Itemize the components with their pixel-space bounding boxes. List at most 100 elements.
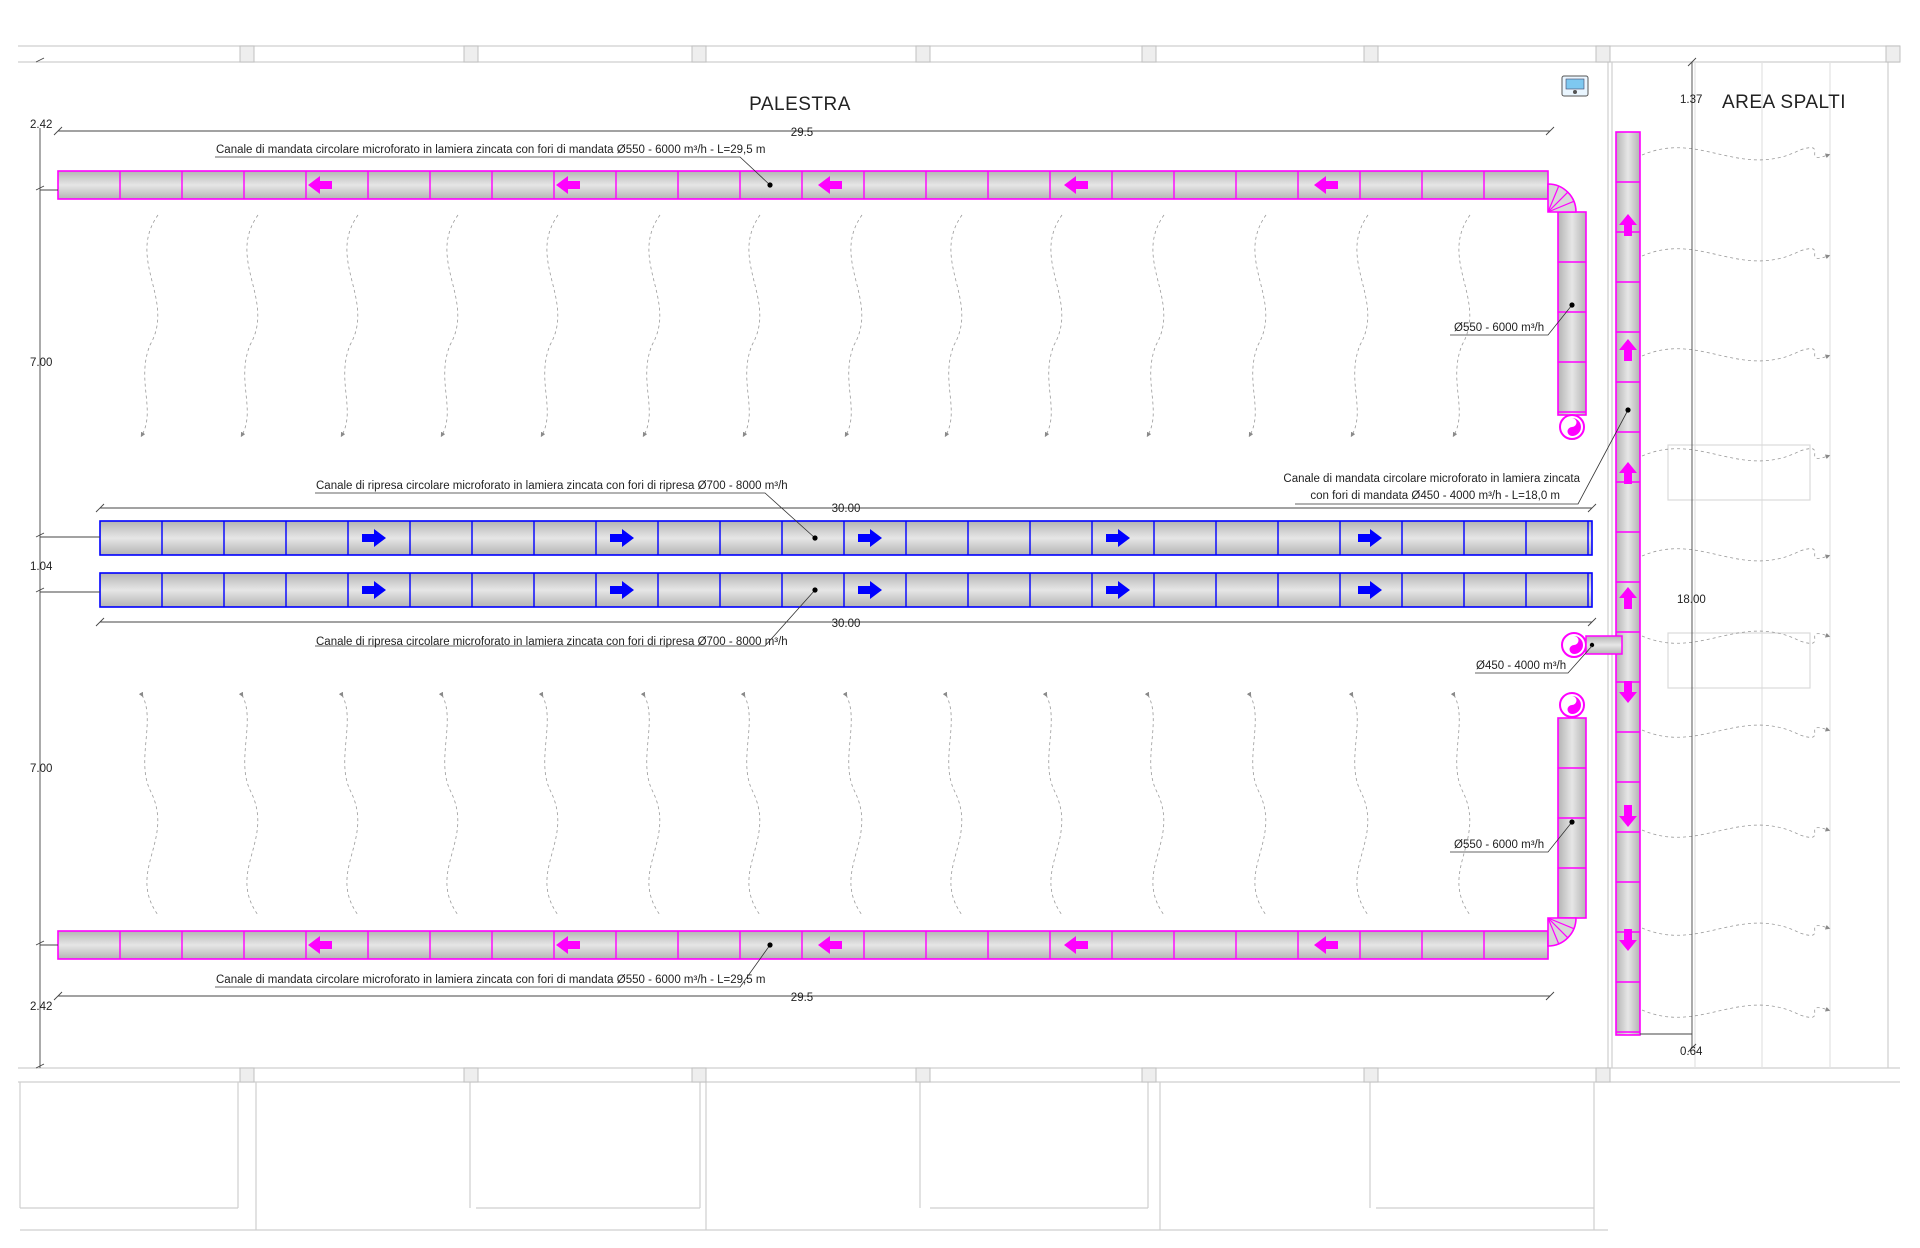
airflow-traces — [138, 147, 1831, 1018]
arrow-left-icon — [308, 936, 332, 954]
arrow-left-icon — [1314, 936, 1338, 954]
note-branch-top: Ø550 - 6000 m³/h — [1454, 322, 1544, 334]
fan-icon — [1559, 414, 1585, 440]
airflow-trace — [1641, 922, 1831, 936]
dim-top-margin: 2.42 — [30, 119, 52, 131]
note-return-bottom: Canale di ripresa circolare microforato … — [316, 636, 788, 648]
arrow-up-icon — [1619, 462, 1637, 484]
airflow-trace — [1450, 691, 1471, 916]
airflow-trace — [1641, 1004, 1831, 1018]
airflow-trace — [1042, 691, 1063, 916]
supply-branch-bottom — [1557, 717, 1587, 919]
airflow-trace — [1144, 691, 1165, 916]
dim-return-length-bottom: 30.00 — [832, 618, 861, 630]
airflow-trace — [742, 214, 761, 438]
room-label-palestra: PALESTRA — [749, 94, 851, 115]
dim-riser-offset-top: 1.37 — [1680, 94, 1702, 106]
airflow-trace — [1350, 214, 1369, 438]
arrow-down-icon — [1619, 805, 1637, 827]
fan-icon — [1561, 632, 1587, 658]
fan-icon — [1559, 692, 1585, 718]
arrow-right-icon — [610, 581, 634, 599]
note-supply-top: Canale di mandata circolare microforato … — [216, 144, 765, 156]
thermostat-icon — [1561, 75, 1589, 97]
arrow-right-icon — [1358, 581, 1382, 599]
airflow-trace — [138, 691, 159, 916]
airflow-trace — [1641, 824, 1831, 838]
airflow-trace — [1641, 548, 1831, 562]
dim-bottom-margin: 2.42 — [30, 1001, 52, 1013]
airflow-trace — [238, 691, 259, 916]
airflow-trace — [140, 214, 159, 438]
airflow-trace — [440, 214, 459, 438]
airflow-trace — [538, 691, 559, 916]
arrow-left-icon — [1064, 936, 1088, 954]
airflow-trace — [540, 214, 559, 438]
building-outline — [18, 45, 1900, 1231]
arrow-right-icon — [858, 581, 882, 599]
airflow-trace — [944, 214, 963, 438]
airflow-trace — [1641, 724, 1831, 738]
arrow-left-icon — [1314, 176, 1338, 194]
airflow-trace — [338, 691, 359, 916]
airflow-trace — [842, 691, 863, 916]
duct-network — [57, 131, 1641, 1036]
note-inlet: Ø450 - 4000 m³/h — [1476, 660, 1566, 672]
return-duct-bottom — [99, 572, 1593, 608]
elbow-top — [1547, 183, 1577, 213]
supply-duct-top — [57, 170, 1549, 200]
note-return-top: Canale di ripresa circolare microforato … — [316, 480, 788, 492]
arrow-right-icon — [362, 581, 386, 599]
dim-riser-length: 18.00 — [1677, 594, 1706, 606]
airflow-trace — [1641, 147, 1831, 161]
airflow-trace — [642, 214, 661, 438]
flow-arrows — [308, 176, 1637, 954]
airflow-trace — [942, 691, 963, 916]
arrow-right-icon — [1106, 529, 1130, 547]
dim-return-length-top: 30.00 — [832, 503, 861, 515]
dim-supply-length-top: 29.5 — [791, 127, 813, 139]
arrow-left-icon — [308, 176, 332, 194]
arrow-up-icon — [1619, 339, 1637, 361]
airflow-trace — [1641, 448, 1831, 462]
airflow-trace — [1044, 214, 1063, 438]
airflow-trace — [640, 691, 661, 916]
note-supply-bottom: Canale di mandata circolare microforato … — [216, 974, 765, 986]
airflow-trace — [1146, 214, 1165, 438]
elbow-bottom — [1547, 917, 1577, 947]
arrow-left-icon — [818, 936, 842, 954]
airflow-trace — [240, 214, 259, 438]
arrow-up-icon — [1619, 214, 1637, 236]
airflow-trace — [1248, 214, 1267, 438]
arrow-right-icon — [1358, 529, 1382, 547]
structural-columns — [239, 45, 1901, 1083]
dim-supply-length-bottom: 29.5 — [791, 992, 813, 1004]
supply-riser — [1615, 131, 1641, 1036]
arrow-left-icon — [556, 176, 580, 194]
airflow-trace — [1348, 691, 1369, 916]
arrow-right-icon — [610, 529, 634, 547]
airflow-trace — [1452, 214, 1471, 438]
arrow-down-icon — [1619, 929, 1637, 951]
dim-lower-zone: 7.00 — [30, 763, 52, 775]
airflow-trace — [1641, 348, 1831, 362]
leader-lines — [215, 156, 1629, 988]
return-duct-top — [99, 520, 1593, 556]
arrow-right-icon — [1106, 581, 1130, 599]
note-riser-line2: con fori di mandata Ø450 - 4000 m³/h - L… — [1310, 490, 1560, 502]
leader-dots — [767, 182, 1631, 948]
airflow-trace — [844, 214, 863, 438]
note-riser-line1: Canale di mandata circolare microforato … — [1283, 473, 1580, 485]
arrow-left-icon — [1064, 176, 1088, 194]
arrow-right-icon — [362, 529, 386, 547]
airflow-trace — [438, 691, 459, 916]
supply-duct-bottom — [57, 930, 1549, 960]
dim-between-returns: 1.04 — [30, 561, 53, 573]
dim-upper-zone: 7.00 — [30, 357, 52, 369]
airflow-trace — [1641, 248, 1831, 262]
airflow-trace — [1246, 691, 1267, 916]
note-branch-bottom: Ø550 - 6000 m³/h — [1454, 839, 1544, 851]
room-label-area-spalti: AREA SPALTI — [1722, 92, 1846, 113]
dimension-lines — [35, 57, 1697, 1069]
